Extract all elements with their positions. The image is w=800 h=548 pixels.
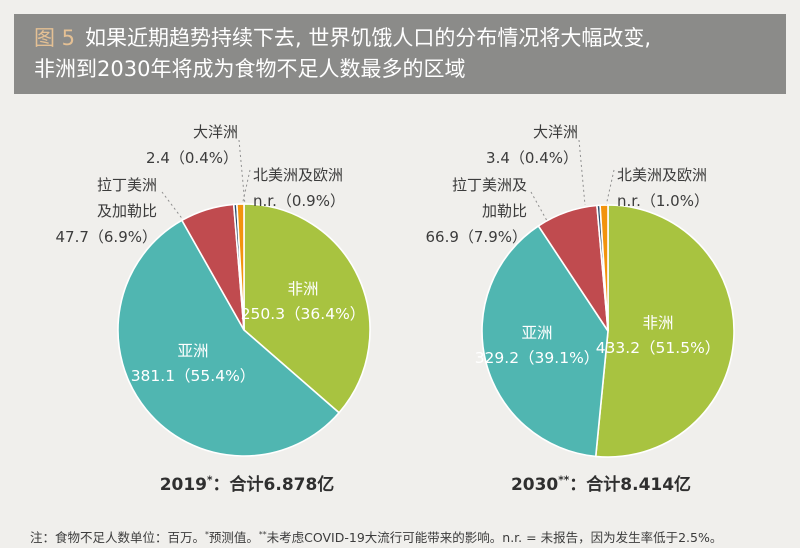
label-nae-2030-value: n.r.（1.0%） [617,192,709,210]
figure-footnote: 注：食物不足人数单位：百万。*预测值。**未考虑COVID-19大流行可能带来的… [30,527,796,546]
label-oceania-2030: 大洋洲 3.4（0.4%） [440,119,578,171]
caption-2019-note: * [207,474,213,487]
label-oceania-2030-value: 3.4（0.4%） [486,149,578,167]
label-lac-2030-name2: 加勒比 [481,202,527,220]
label-asia-2019: 亚洲 381.1（55.4%） [118,339,268,389]
label-asia-2030: 亚洲 329.2（39.1%） [462,321,612,371]
footnote-part: ** [258,529,267,539]
pie-caption-2019: 2019*：合计6.878亿 [97,470,397,495]
label-asia-2019-name: 亚洲 [177,342,209,360]
pie-caption-2030: 2030**：合计8.414亿 [451,470,751,495]
pie-chart-2030 [481,204,735,458]
caption-2030-total: ：合计8.414亿 [569,475,692,495]
pie-slice-pie-2019-0 [243,203,371,414]
pie-slice-pie-2030-4 [599,204,609,332]
label-oceania-2019-name: 大洋洲 [192,123,238,141]
label-africa-2030: 非洲 433.2（51.5%） [583,311,733,361]
label-oceania-2019-value: 2.4（0.4%） [146,149,238,167]
label-africa-2030-name: 非洲 [642,314,674,332]
label-lac-2019-value: 47.7（6.9%） [55,228,157,246]
pie-slice-pie-2019-1 [117,219,341,457]
label-lac-2019-name1: 拉丁美洲 [96,176,157,194]
caption-2019-total: ：合计6.878亿 [212,475,335,495]
figure-title-line1: 如果近期趋势持续下去, 世界饥饿人口的分布情况将大幅改变, [85,26,652,50]
leader-nae-2019 [241,169,251,207]
label-nae-2019-name: 北美洲及欧洲 [253,166,344,184]
label-nae-2030: 北美洲及欧洲 n.r.（1.0%） [617,162,772,214]
pie-slice-pie-2030-0 [594,204,735,458]
caption-2030-year: 2030 [510,475,559,495]
label-africa-2019-name: 非洲 [287,280,319,298]
caption-2019-year: 2019 [159,475,208,495]
label-nae-2019: 北美洲及欧洲 n.r.（0.9%） [253,162,403,214]
figure-number-label: 图 5 [34,26,76,50]
label-lac-2030-value: 66.9（7.9%） [425,228,527,246]
label-nae-2019-value: n.r.（0.9%） [253,192,345,210]
figure-title-bar: 图 5 如果近期趋势持续下去, 世界饥饿人口的分布情况将大幅改变, 非洲到2030… [14,14,786,94]
label-lac-2030-name1: 拉丁美洲及 [451,176,527,194]
footnote-part: 预测值。 [208,530,259,545]
label-africa-2019-value: 250.3（36.4%） [240,305,366,323]
label-lac-2019: 拉丁美洲 及加勒比 47.7（6.9%） [20,172,157,250]
caption-2030-note: ** [558,474,570,487]
label-africa-2030-value: 433.2（51.5%） [595,339,721,357]
label-oceania-2019: 大洋洲 2.4（0.4%） [100,119,238,171]
leader-nae-2030 [605,169,615,207]
figure-title-line2: 非洲到2030年将成为食物不足人数最多的区域 [34,57,466,81]
label-lac-2019-name2: 及加勒比 [96,202,157,220]
pie-chart-2019 [117,203,371,457]
leader-oceania-2030 [578,139,586,206]
footnote-part: 注：食物不足人数单位：百万。 [30,530,206,545]
leader-oceania-2019 [238,139,246,206]
footnote-part: 未考虑COVID-19大流行可能带来的影响。n.r. = 未报告，因为发生率低于… [266,530,723,545]
label-asia-2019-value: 381.1（55.4%） [130,367,256,385]
label-nae-2030-name: 北美洲及欧洲 [617,166,708,184]
footnote-part: * [205,529,209,539]
chart-area: 大洋洲 2.4（0.4%） 拉丁美洲 及加勒比 47.7（6.9%） 北美洲及欧… [0,100,800,548]
label-asia-2030-name: 亚洲 [521,324,553,342]
label-oceania-2030-name: 大洋洲 [532,123,578,141]
label-lac-2030: 拉丁美洲及 加勒比 66.9（7.9%） [390,172,527,250]
pie-slice-pie-2019-4 [236,203,245,331]
label-africa-2019: 非洲 250.3（36.4%） [233,277,373,327]
label-asia-2030-value: 329.2（39.1%） [474,349,600,367]
